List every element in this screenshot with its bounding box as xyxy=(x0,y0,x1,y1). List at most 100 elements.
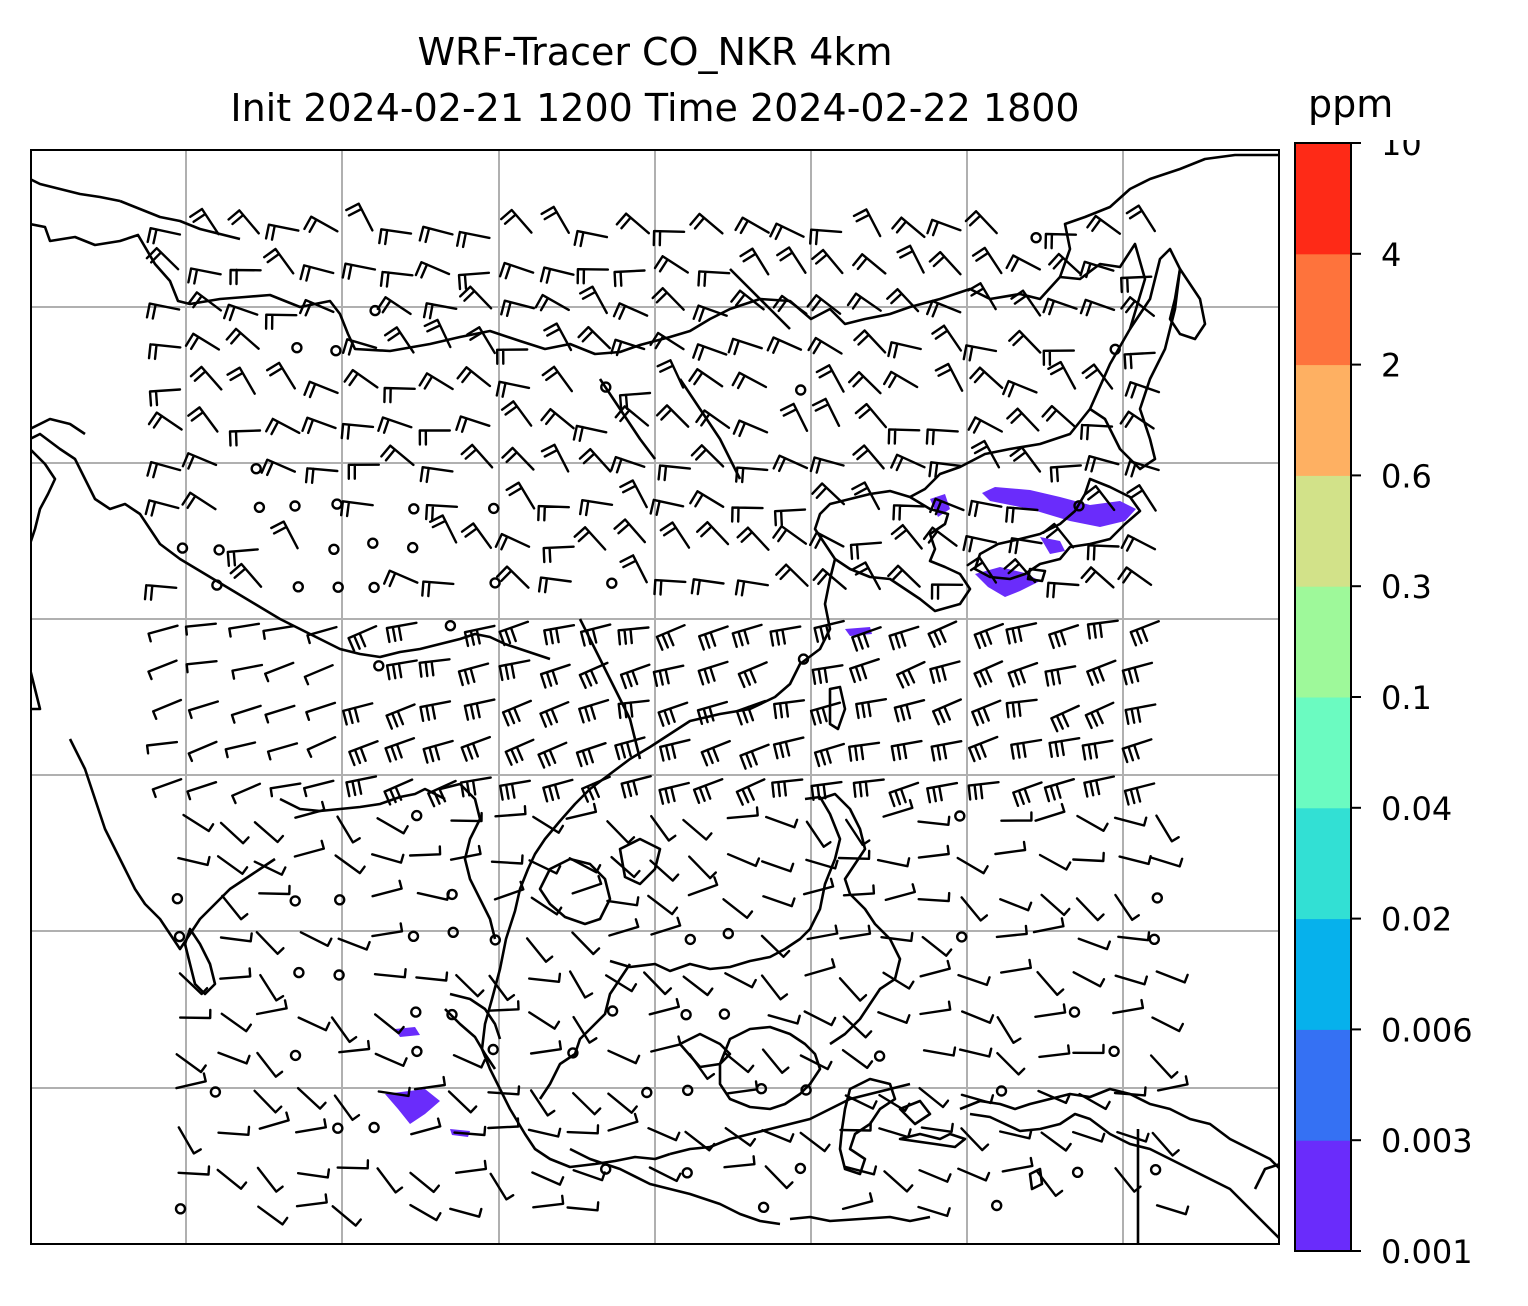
wind-barb xyxy=(999,898,1033,912)
wind-barb xyxy=(606,896,640,907)
wind-barb xyxy=(253,860,287,876)
wind-barb xyxy=(418,658,451,678)
wind-barb xyxy=(347,625,378,653)
wind-barb xyxy=(1083,775,1115,798)
wind-barb xyxy=(962,344,998,362)
colorbar-segments xyxy=(1295,143,1351,1252)
wind-barb xyxy=(651,287,685,311)
wind-barb xyxy=(296,1168,331,1179)
wind-barb xyxy=(181,452,218,470)
wind-barb xyxy=(1034,802,1066,822)
wind-barb xyxy=(811,397,841,427)
wind-barb xyxy=(385,621,418,644)
wind-barb xyxy=(459,776,492,798)
calm-wind-marker xyxy=(873,1050,886,1062)
wind-barb xyxy=(684,1130,716,1152)
wind-barb xyxy=(371,922,404,938)
wind-barb xyxy=(1042,349,1075,366)
calm-wind-marker xyxy=(333,969,345,981)
wind-barb xyxy=(726,806,759,820)
wind-barb xyxy=(525,937,554,963)
wind-barb xyxy=(761,860,795,873)
wind-barb xyxy=(409,1203,442,1222)
wind-barb xyxy=(294,800,326,819)
wind-barb xyxy=(1117,931,1151,942)
calm-wind-marker xyxy=(954,810,966,822)
wind-barb xyxy=(617,699,650,720)
wind-barb xyxy=(852,444,885,470)
calm-wind-circles xyxy=(171,231,1164,1215)
wind-barb xyxy=(837,849,871,860)
wind-barb xyxy=(296,1087,327,1110)
wind-barb xyxy=(1040,1131,1072,1152)
wind-barb xyxy=(345,202,374,232)
wind-barb xyxy=(958,1047,993,1058)
calm-wind-marker xyxy=(1148,933,1161,945)
wind-barb xyxy=(925,428,959,446)
wind-barb xyxy=(1084,701,1115,730)
wind-barb xyxy=(1000,958,1032,974)
wind-barb xyxy=(378,228,413,246)
wind-barb xyxy=(505,481,536,510)
wind-barb xyxy=(967,416,1003,434)
wind-barb xyxy=(264,223,300,241)
wind-barb xyxy=(189,207,220,236)
wind-barb xyxy=(1081,739,1114,761)
calm-wind-marker xyxy=(289,895,301,907)
wind-barb xyxy=(263,247,295,275)
wind-barb xyxy=(919,1000,952,1016)
wind-barb xyxy=(882,799,914,818)
wind-barb xyxy=(1151,1016,1184,1033)
wind-barb xyxy=(262,625,295,640)
wind-barb xyxy=(376,817,409,835)
wind-barb xyxy=(147,659,178,681)
wind-barb xyxy=(530,896,563,916)
wind-barb xyxy=(999,1129,1033,1140)
wind-barb xyxy=(882,971,915,990)
wind-barb xyxy=(299,298,335,317)
wind-barb xyxy=(877,1011,911,1024)
wind-barb xyxy=(542,545,575,564)
wind-barb xyxy=(854,402,888,429)
wind-barb xyxy=(1010,289,1042,317)
wind-barb xyxy=(345,775,378,798)
calm-wind-marker xyxy=(794,1162,807,1175)
calm-wind-marker xyxy=(718,1008,731,1020)
wind-barb xyxy=(657,701,689,727)
wind-barb xyxy=(421,580,455,598)
calm-wind-marker xyxy=(755,1083,768,1095)
map-panel xyxy=(30,149,1280,1245)
calm-wind-marker xyxy=(956,931,968,943)
wind-barb xyxy=(692,304,728,322)
wind-barb xyxy=(341,262,377,280)
wind-barb xyxy=(270,520,299,550)
wind-barb xyxy=(956,856,989,875)
wind-barb xyxy=(926,781,959,804)
wind-barb xyxy=(306,736,337,758)
calm-wind-marker xyxy=(331,498,343,510)
wind-barb xyxy=(229,268,262,286)
colorbar-segment xyxy=(1295,918,1351,1030)
wind-barb xyxy=(969,366,1004,389)
wind-barb xyxy=(769,222,805,241)
calm-wind-marker xyxy=(369,304,381,317)
wind-barb xyxy=(1155,970,1189,984)
calm-wind-marker xyxy=(1149,1164,1162,1176)
wind-barb xyxy=(301,416,337,435)
wind-barb xyxy=(1043,778,1075,803)
wind-barb xyxy=(1117,566,1153,586)
wind-barb xyxy=(504,738,535,766)
calm-wind-marker xyxy=(1109,343,1121,356)
wind-barb xyxy=(892,504,926,521)
wind-barb xyxy=(1005,254,1041,272)
wind-barb xyxy=(537,741,568,769)
wind-barb xyxy=(409,1171,440,1194)
wind-barb xyxy=(266,742,299,761)
wind-barb xyxy=(928,461,963,479)
wind-barb xyxy=(887,428,921,445)
wind-barb xyxy=(576,268,610,285)
wind-barb xyxy=(380,444,415,467)
wind-barb xyxy=(1081,363,1114,390)
calm-wind-marker xyxy=(293,966,305,979)
wind-barb xyxy=(888,781,920,808)
